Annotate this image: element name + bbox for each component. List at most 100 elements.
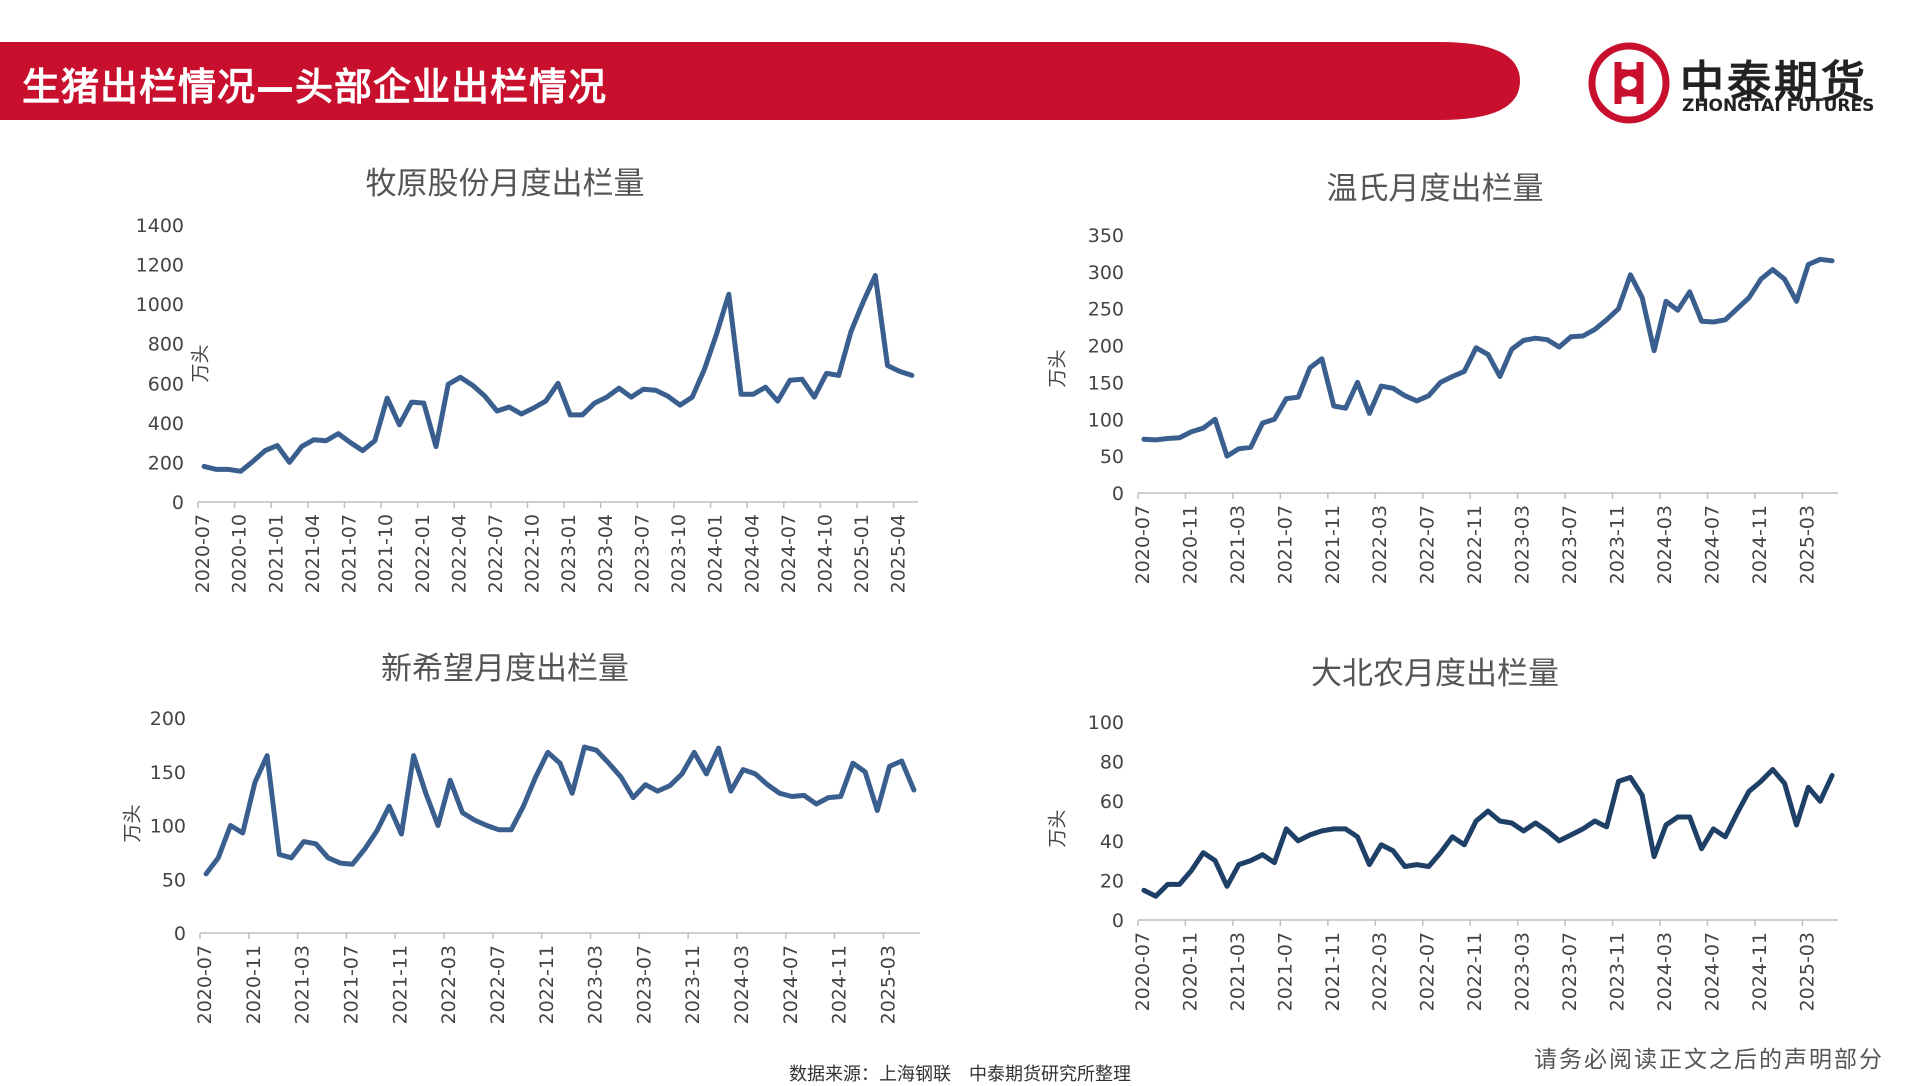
x-tick-label: 2021-07 (339, 514, 361, 593)
x-tick-label: 2020-07 (194, 945, 216, 1024)
x-tick-label: 2022-10 (522, 514, 544, 593)
x-tick-label: 2024-07 (778, 514, 800, 593)
chart-plot: 0 20 40 60 80 100 2020-07 2020-11 2021-03 2021-07… (1088, 712, 1838, 1011)
y-tick-label: 800 (148, 334, 184, 356)
x-tick-label: 2022-03 (438, 945, 460, 1024)
series-line (1141, 256, 1835, 459)
banner-shape (0, 42, 1520, 120)
x-tick-label: 2021-07 (1274, 505, 1296, 584)
data-source-text: 数据来源：上海钢联 中泰期货研究所整理 (789, 1064, 1131, 1085)
y-tick-label: 250 (1088, 299, 1124, 321)
x-tick-label: 2022-03 (1369, 932, 1391, 1011)
y-tick-label: 20 (1100, 870, 1124, 892)
series-line (201, 273, 915, 474)
chart-plot: 0 50 100 150 200 250 300 350 2020-07 2020-11 2021-… (1088, 225, 1838, 584)
logo-emblem-icon (1588, 42, 1670, 124)
y-tick-label: 350 (1088, 225, 1124, 247)
x-tick-label: 2025-01 (851, 514, 873, 593)
x-tick-label: 2021-04 (302, 514, 324, 593)
y-tick-label: 600 (148, 373, 184, 395)
x-tick-label: 2022-03 (1369, 505, 1391, 584)
chart-plot: 0 200 400 600 800 1000 1200 1400 2020-07 2020-10 2… (136, 215, 918, 593)
logo-text-en: ZHONGTAI FUTURES (1682, 96, 1875, 116)
x-tick-label: 2023-10 (668, 514, 690, 593)
x-tick-label: 2022-07 (487, 945, 509, 1024)
chart-plot: 0 50 100 150 200 2020-07 2020-11 2021-03 2021-07… (150, 708, 920, 1024)
x-tick-label: 2021-03 (292, 945, 314, 1024)
x-tick-label: 2023-04 (595, 514, 617, 593)
chart-title: 新希望月度出栏量 (381, 651, 629, 687)
chart-title: 温氏月度出栏量 (1326, 171, 1544, 207)
x-tick-label: 2023-11 (1607, 932, 1629, 1011)
x-tick-label: 2021-03 (1227, 932, 1249, 1011)
x-tick-label: 2023-03 (585, 945, 607, 1024)
company-logo: 中泰期货 ZHONGTAI FUTURES (1588, 42, 1888, 124)
y-tick-label: 100 (1088, 409, 1124, 431)
x-tick-label: 2024-07 (780, 945, 802, 1024)
x-tick-label: 2023-07 (631, 514, 653, 593)
x-tick-label: 2024-03 (1654, 932, 1676, 1011)
series-line (1141, 767, 1835, 899)
chart-dbn: 大北农月度出栏量 万头 0 20 40 60 80 100 2020-07 2020-11 20… (1020, 640, 1850, 1035)
y-tick-label: 100 (150, 816, 186, 838)
x-tick-label: 2022-01 (412, 514, 434, 593)
series-line (203, 744, 917, 877)
y-tick-label: 0 (1112, 483, 1124, 505)
chart-title: 大北农月度出栏量 (1311, 656, 1559, 692)
x-tick-label: 2020-07 (1132, 932, 1154, 1011)
y-tick-label: 80 (1100, 752, 1124, 774)
x-tick-label: 2020-11 (243, 945, 265, 1024)
y-tick-label: 300 (1088, 262, 1124, 284)
x-tick-label: 2020-11 (1179, 505, 1201, 584)
x-tick-label: 2024-03 (731, 945, 753, 1024)
x-tick-label: 2022-11 (536, 945, 558, 1024)
x-tick-label: 2023-11 (1607, 505, 1629, 584)
x-tick-label: 2020-10 (229, 514, 251, 593)
x-tick-label: 2023-11 (682, 945, 704, 1024)
y-tick-label: 100 (1088, 712, 1124, 734)
y-tick-label: 1200 (136, 255, 184, 277)
x-tick-label: 2022-11 (1464, 505, 1486, 584)
y-tick-label: 0 (1112, 910, 1124, 932)
x-tick-label: 2025-03 (1796, 932, 1818, 1011)
y-tick-label: 1000 (136, 294, 184, 316)
x-tick-label: 2020-11 (1179, 932, 1201, 1011)
x-tick-label: 2021-01 (265, 514, 287, 593)
x-tick-label: 2024-04 (741, 514, 763, 593)
x-tick-label: 2024-11 (829, 945, 851, 1024)
y-tick-label: 200 (148, 452, 184, 474)
x-tick-label: 2023-01 (558, 514, 580, 593)
x-tick-label: 2021-10 (375, 514, 397, 593)
x-tick-label: 2024-03 (1654, 505, 1676, 584)
header-banner: 生猪出栏情况—头部企业出栏情况 (0, 42, 1520, 120)
y-tick-label: 50 (1100, 446, 1124, 468)
x-tick-label: 2025-03 (877, 945, 899, 1024)
chart-title: 牧原股份月度出栏量 (365, 166, 645, 202)
x-tick-label: 2024-01 (705, 514, 727, 593)
chart-newhope: 新希望月度出栏量 万头 0 50 100 150 200 2020-07 2020-11 20… (90, 635, 920, 1035)
x-tick-label: 2022-07 (485, 514, 507, 593)
x-tick-label: 2021-11 (1322, 932, 1344, 1011)
x-tick-label: 2025-04 (888, 514, 910, 593)
x-tick-label: 2020-07 (1132, 505, 1154, 584)
x-tick-label: 2021-03 (1227, 505, 1249, 584)
x-tick-label: 2021-11 (1322, 505, 1344, 584)
x-tick-label: 2022-07 (1417, 932, 1439, 1011)
x-tick-label: 2024-07 (1701, 505, 1723, 584)
y-tick-label: 150 (1088, 372, 1124, 394)
y-tick-label: 40 (1100, 831, 1124, 853)
x-tick-label: 2024-10 (814, 514, 836, 593)
y-tick-label: 400 (148, 413, 184, 435)
x-tick-label: 2023-07 (1559, 505, 1581, 584)
y-tick-label: 150 (150, 762, 186, 784)
y-tick-label: 50 (162, 869, 186, 891)
y-tick-label: 200 (1088, 336, 1124, 358)
disclaimer-text: 请务必阅读正文之后的声明部分 (1534, 1047, 1884, 1073)
x-tick-label: 2022-04 (448, 514, 470, 593)
x-tick-label: 2025-03 (1796, 505, 1818, 584)
y-tick-label: 0 (172, 492, 184, 514)
chart-muyuan: 牧原股份月度出栏量 万头 0 200 400 600 800 1000 1200 1400 20… (90, 150, 920, 610)
x-tick-label: 2024-07 (1701, 932, 1723, 1011)
x-tick-label: 2024-11 (1749, 505, 1771, 584)
y-tick-label: 200 (150, 708, 186, 730)
